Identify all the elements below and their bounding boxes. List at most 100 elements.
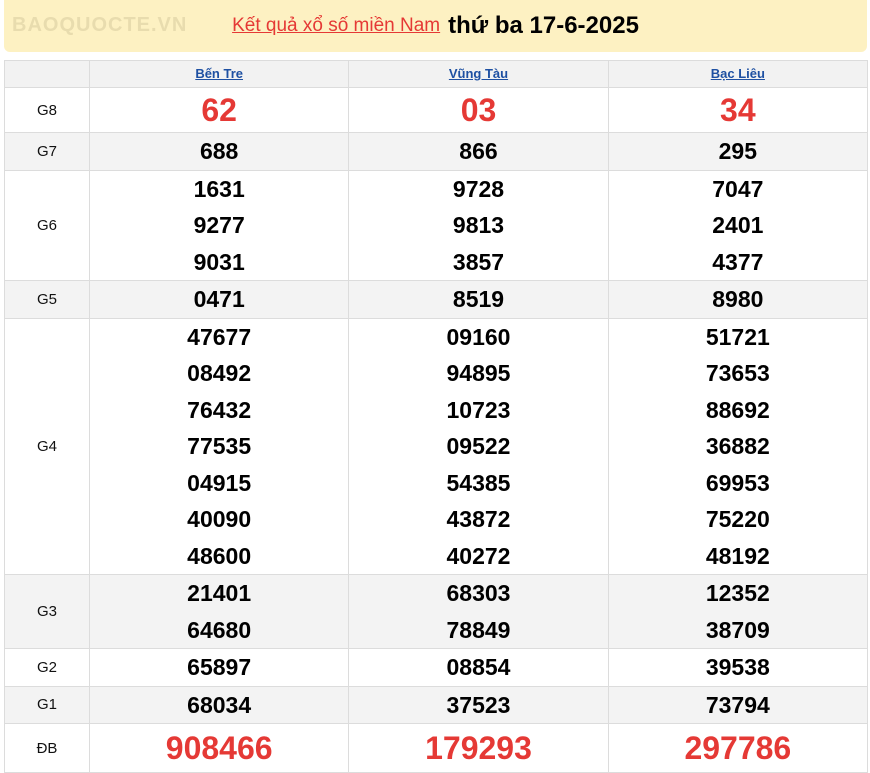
prize-number: 2401 (712, 212, 764, 238)
prize-cell: 21401 64680 (88, 574, 350, 649)
prize-number: 9813 (452, 212, 505, 238)
prize-number: 179293 (425, 730, 532, 766)
prize-number: 9277 (193, 212, 245, 238)
prize-number: 04915 (187, 469, 252, 496)
prize-number: 62 (201, 92, 237, 128)
prize-label: G7 (4, 132, 90, 171)
page-header: Kết quả xổ số miền Nam thứ ba 17-6-2025 (4, 0, 867, 52)
prize-label: G8 (4, 87, 90, 133)
prize-number: 36882 (705, 433, 770, 459)
draw-date: thứ ba 17-6-2025 (448, 12, 639, 39)
prize-number: 40272 (446, 542, 511, 569)
prize-cell: 179293 (348, 723, 609, 773)
prize-number: 51721 (705, 323, 770, 350)
prize-number: 88692 (705, 396, 770, 423)
prize-row-g2: G2 65897 08854 39538 (4, 648, 869, 687)
prize-cell: 03 (348, 87, 609, 133)
prize-row-g1: G1 68034 37523 73794 (4, 685, 869, 724)
prize-cell: 0471 (88, 280, 350, 319)
prize-cell: 688 (88, 132, 350, 171)
prize-number: 64680 (187, 616, 252, 643)
prize-number: 8980 (712, 286, 764, 312)
prize-number: 10723 (446, 396, 511, 423)
prize-cell: 8980 (607, 280, 869, 319)
prize-number: 297786 (684, 730, 792, 766)
prize-number: 77535 (187, 433, 252, 459)
prize-cell: 65897 (88, 648, 350, 687)
prize-cell: 9728 9813 3857 (348, 169, 609, 281)
prize-row-g5: G5 0471 8519 8980 (4, 280, 869, 319)
prize-number: 54385 (446, 469, 511, 496)
prize-number: 688 (199, 138, 239, 164)
prize-number: 38709 (705, 616, 770, 643)
prize-cell: 866 (348, 132, 609, 171)
prize-row-g6: G6 1631 9277 9031 9728 9813 3857 7047 2401 4377 (4, 169, 869, 281)
province-link[interactable]: Bến Tre (195, 66, 243, 81)
prize-row-g8: G8 62 03 34 (4, 87, 869, 133)
prize-number: 9728 (452, 175, 505, 202)
prize-number: 12352 (705, 580, 770, 606)
results-table: Bến Tre Vũng Tàu Bạc Liêu G8 62 03 34 G7 688 866… (4, 60, 869, 773)
prize-number: 9031 (193, 248, 245, 275)
prize-number: 68034 (187, 691, 252, 718)
province-header: Bạc Liêu (607, 60, 869, 88)
prize-number: 47677 (187, 323, 252, 350)
prize-label: ĐB (4, 723, 90, 773)
province-link[interactable]: Vũng Tàu (448, 66, 509, 81)
prize-cell: 12352 38709 (607, 574, 869, 649)
prize-number: 08492 (187, 360, 252, 386)
prize-label: G1 (4, 685, 90, 724)
prize-number: 48600 (187, 542, 252, 569)
prize-number: 65897 (187, 654, 252, 680)
prize-number: 37523 (446, 691, 511, 718)
prize-number: 68303 (446, 580, 511, 606)
prize-number: 866 (459, 138, 498, 164)
prize-number: 09522 (446, 433, 511, 459)
province-header: Vũng Tàu (348, 60, 609, 88)
prize-number: 43872 (446, 506, 511, 532)
prize-number: 0471 (193, 286, 245, 312)
prize-cell: 68034 (88, 685, 350, 724)
prize-cell: 39538 (607, 648, 869, 687)
prize-number: 73794 (705, 691, 770, 718)
prize-cell: 1631 9277 9031 (88, 169, 350, 281)
prize-number: 75220 (705, 506, 770, 532)
prize-cell: 51721 73653 88692 36882 69953 75220 48192 (607, 317, 869, 575)
prize-number: 1631 (193, 175, 245, 202)
prize-number: 40090 (187, 506, 252, 532)
prize-cell: 908466 (88, 723, 350, 773)
prize-number: 21401 (187, 580, 252, 606)
province-link[interactable]: Bạc Liêu (710, 66, 765, 81)
prize-number: 03 (460, 92, 497, 128)
prize-cell: 47677 08492 76432 77535 04915 40090 48600 (88, 317, 350, 575)
prize-number: 8519 (452, 286, 505, 312)
corner-cell (4, 60, 90, 88)
prize-cell: 08854 (348, 648, 609, 687)
prize-label: G3 (4, 574, 90, 649)
prize-number: 34 (720, 92, 756, 128)
prize-cell: 8519 (348, 280, 609, 319)
prize-number: 4377 (712, 248, 764, 275)
prize-row-g4: G4 47677 08492 76432 77535 04915 40090 48600 091… (4, 317, 869, 575)
results-link[interactable]: Kết quả xổ số miền Nam (232, 15, 441, 36)
prize-number: 39538 (705, 654, 770, 680)
prize-number: 908466 (165, 730, 273, 766)
prize-cell: 73794 (607, 685, 869, 724)
province-header: Bến Tre (88, 60, 350, 88)
prize-number: 69953 (705, 469, 770, 496)
prize-cell: 68303 78849 (348, 574, 609, 649)
prize-cell: 295 (607, 132, 869, 171)
prize-row-g7: G7 688 866 295 (4, 132, 869, 171)
prize-cell: 297786 (607, 723, 869, 773)
prize-label: G5 (4, 280, 90, 319)
prize-number: 09160 (446, 323, 511, 350)
prize-number: 94895 (446, 360, 511, 386)
prize-number: 78849 (446, 616, 511, 643)
prize-cell: 62 (88, 87, 350, 133)
prize-row-db: ĐB 908466 179293 297786 (4, 723, 869, 773)
prize-label: G6 (4, 169, 90, 281)
prize-number: 73653 (705, 360, 770, 386)
prize-number: 76432 (187, 396, 252, 423)
prize-number: 295 (718, 138, 758, 164)
prize-cell: 09160 94895 10723 09522 54385 43872 40272 (348, 317, 609, 575)
